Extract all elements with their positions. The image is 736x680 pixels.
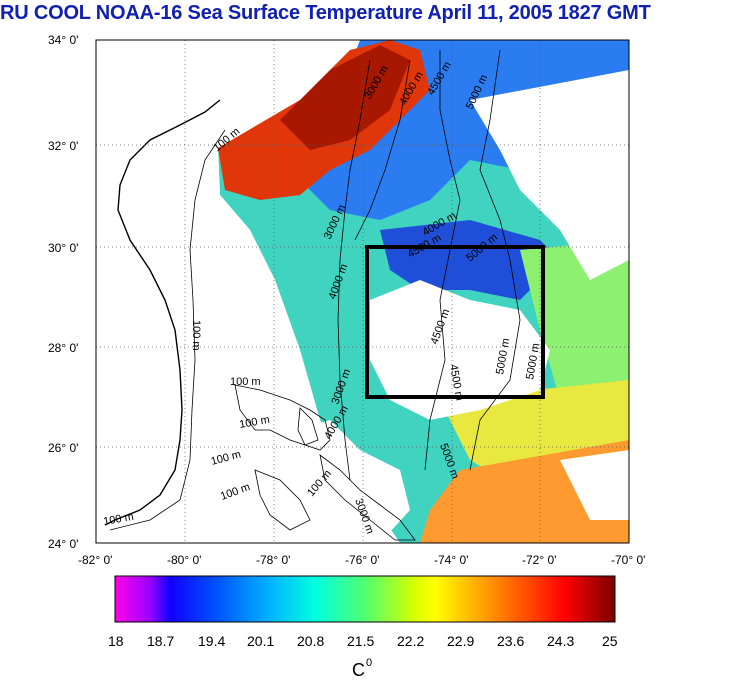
colorbar-tick: 18.7 — [147, 633, 174, 649]
lat-label: 30° 0' — [48, 241, 78, 255]
lon-label: -80° 0' — [167, 553, 201, 567]
darkred-core — [280, 45, 410, 150]
contour-4000m — [354, 59, 411, 241]
cloud-southeast — [560, 450, 629, 520]
contour-label: 100 m — [230, 376, 261, 388]
lat-label: 24° 0' — [48, 537, 78, 551]
blue-region-center — [380, 220, 560, 300]
colorbar-tick: 25 — [602, 633, 618, 649]
map-title: RU COOL NOAA-16 Sea Surface Temperature … — [0, 2, 651, 24]
lon-label: -78° 0' — [256, 553, 290, 567]
colorbar — [114, 575, 616, 623]
colorbar-tick: 20.1 — [247, 633, 274, 649]
colorbar-tick: 22.2 — [397, 633, 424, 649]
bahamas-banks — [234, 384, 416, 541]
colorbar-unit: C — [352, 660, 365, 680]
cloud-box — [370, 280, 550, 420]
longitude-labels: -82° 0' -80° 0' -78° 0' -76° 0' -74° 0' … — [78, 553, 645, 567]
contour-label: 100 m — [238, 414, 270, 431]
contour-100m — [109, 129, 226, 531]
map-frame — [95, 39, 630, 544]
green-band-east — [520, 240, 629, 400]
lat-label: 34° 0' — [48, 33, 78, 47]
lat-label: 28° 0' — [48, 341, 78, 355]
lon-label: -82° 0' — [78, 553, 112, 567]
sst-imagery — [96, 40, 629, 543]
colorbar-tick: 24.3 — [547, 633, 574, 649]
colorbar-tick: 18 — [108, 633, 124, 649]
colorbar-tick: 23.6 — [497, 633, 524, 649]
colorbar-unit-superscript: 0 — [366, 657, 372, 669]
contour-5000m — [469, 49, 521, 471]
lon-label: -76° 0' — [345, 553, 379, 567]
lon-label: -74° 0' — [434, 553, 468, 567]
lat-label: 26° 0' — [48, 441, 78, 455]
contour-4500m — [424, 50, 461, 471]
colorbar-tick: 22.9 — [447, 633, 474, 649]
colorbar-tick: 21.5 — [347, 633, 374, 649]
lon-label: -70° 0' — [611, 553, 645, 567]
lat-label: 32° 0' — [48, 139, 78, 153]
study-area-box — [365, 245, 545, 399]
colorbar-tick: 20.8 — [297, 633, 324, 649]
colorbar-tick: 19.4 — [198, 633, 225, 649]
coastline — [104, 99, 221, 526]
latitude-labels: 34° 0' 32° 0' 30° 0' 28° 0' 26° 0' 24° 0… — [48, 33, 78, 551]
contour-label: 100 m — [102, 511, 134, 528]
contour-label: 100 m — [190, 320, 202, 351]
cloud-east — [470, 70, 629, 280]
bathymetry-contours — [109, 49, 521, 531]
lon-label: -72° 0' — [522, 553, 556, 567]
unimaged-area — [96, 40, 400, 543]
contour-3000m — [337, 59, 371, 481]
colorbar-ticks: 18 18.7 19.4 20.1 20.8 21.5 22.2 22.9 23… — [108, 633, 618, 649]
